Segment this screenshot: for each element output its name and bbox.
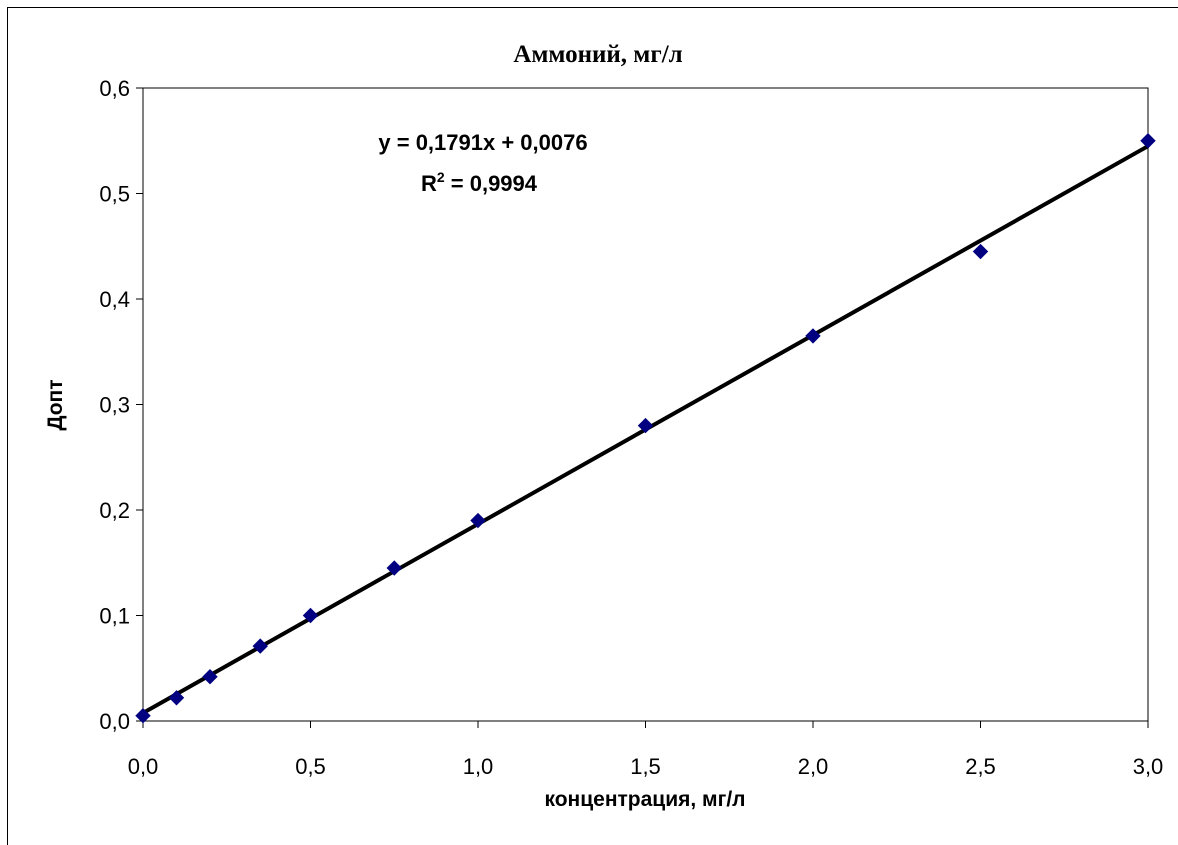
trendline-equation: y = 0,1791x + 0,0076 [378, 130, 587, 155]
data-point [302, 607, 319, 624]
x-tick-label: 0,5 [295, 754, 326, 779]
data-point [135, 708, 151, 724]
data-point [1140, 133, 1156, 149]
x-tick-label: 2,0 [798, 754, 829, 779]
x-axis: 0,0 0,5 1,0 1,5 2,0 2,5 3,0 [128, 721, 1164, 779]
y-tick-label: 0,6 [99, 76, 130, 101]
data-point [252, 638, 268, 654]
data-points [135, 133, 1156, 724]
data-point [637, 417, 654, 434]
y-tick-label: 0,4 [99, 287, 130, 312]
y-tick-label: 0,5 [99, 182, 130, 207]
y-axis-title: Допт [44, 379, 67, 430]
chart-frame [7, 7, 1178, 845]
r2-superscript: 2 [437, 169, 445, 185]
x-tick-label: 0,0 [128, 754, 159, 779]
y-tick-label: 0,0 [99, 709, 130, 734]
x-tick-label: 1,0 [463, 754, 494, 779]
data-point [470, 512, 486, 529]
trendline-r-squared: R2 = 0,9994 [421, 169, 538, 196]
x-tick-label: 2,5 [965, 754, 996, 779]
data-point [805, 328, 821, 344]
y-tick-label: 0,3 [99, 393, 130, 418]
y-tick-label: 0,1 [99, 604, 130, 629]
x-tick-label: 3,0 [1133, 754, 1164, 779]
data-point [202, 668, 218, 685]
y-axis: 0,0 0,1 0,2 0,3 0,4 0,5 0,6 [99, 76, 143, 734]
data-point [972, 243, 989, 260]
chart-title: Аммоний, мг/л [513, 41, 682, 68]
r2-suffix: = 0,9994 [445, 171, 538, 196]
r2-prefix: R [421, 171, 437, 196]
data-point [168, 690, 185, 706]
x-axis-title: концентрация, мг/л [544, 788, 745, 811]
data-point [386, 560, 402, 576]
y-tick-label: 0,2 [99, 498, 130, 523]
x-tick-label: 1,5 [630, 754, 661, 779]
